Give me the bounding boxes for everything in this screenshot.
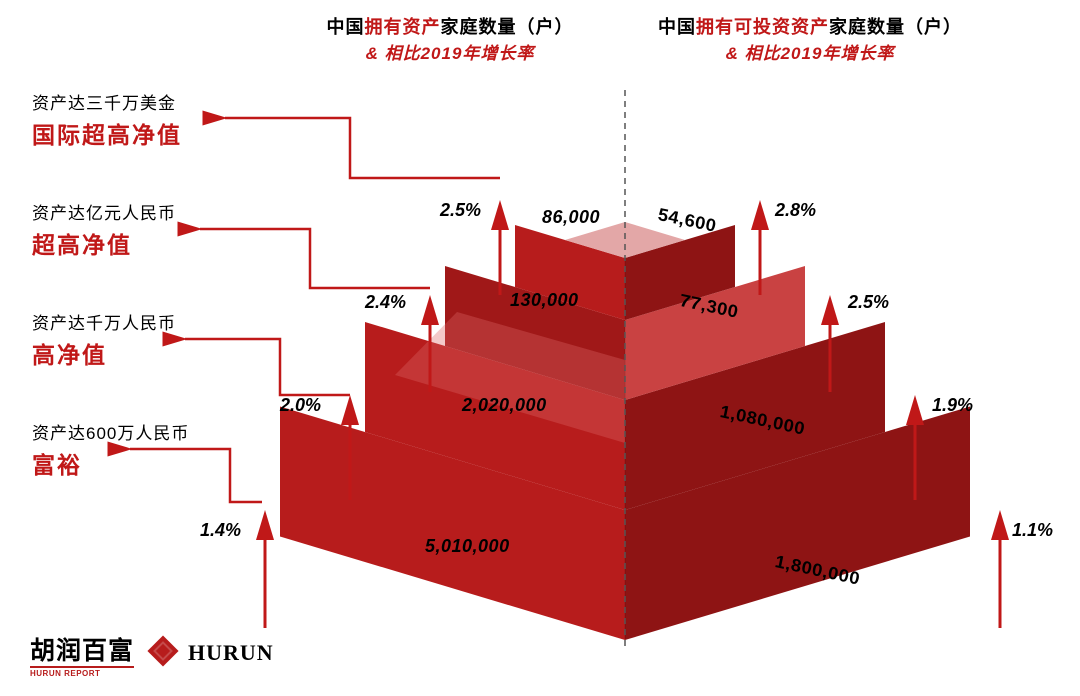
right-rate-2: 1.9% (932, 395, 973, 416)
left-val-1: 130,000 (510, 290, 579, 311)
right-rate-1: 2.5% (848, 292, 889, 313)
left-rate-0: 2.5% (440, 200, 481, 221)
left-rate-1: 2.4% (365, 292, 406, 313)
left-rate-2: 2.0% (280, 395, 321, 416)
left-val-2: 2,020,000 (462, 395, 547, 416)
brand-en: HURUN (188, 640, 274, 666)
brand-diamond-icon (147, 635, 178, 666)
left-val-0: 86,000 (542, 207, 600, 228)
tier-label-3: 资产达600万人民币富裕 (32, 420, 189, 484)
brand-footer: 胡润百富 HURUN (30, 639, 274, 668)
tier-label-1: 资产达亿元人民币超高净值 (32, 200, 176, 264)
left-rate-3: 1.4% (200, 520, 241, 541)
right-rate-0: 2.8% (775, 200, 816, 221)
tier-label-2: 资产达千万人民币高净值 (32, 310, 176, 374)
brand-cn: 胡润百富 (30, 639, 134, 668)
left-val-3: 5,010,000 (425, 536, 510, 557)
right-rate-3: 1.1% (1012, 520, 1053, 541)
tier-label-0: 资产达三千万美金国际超高净值 (32, 90, 182, 154)
